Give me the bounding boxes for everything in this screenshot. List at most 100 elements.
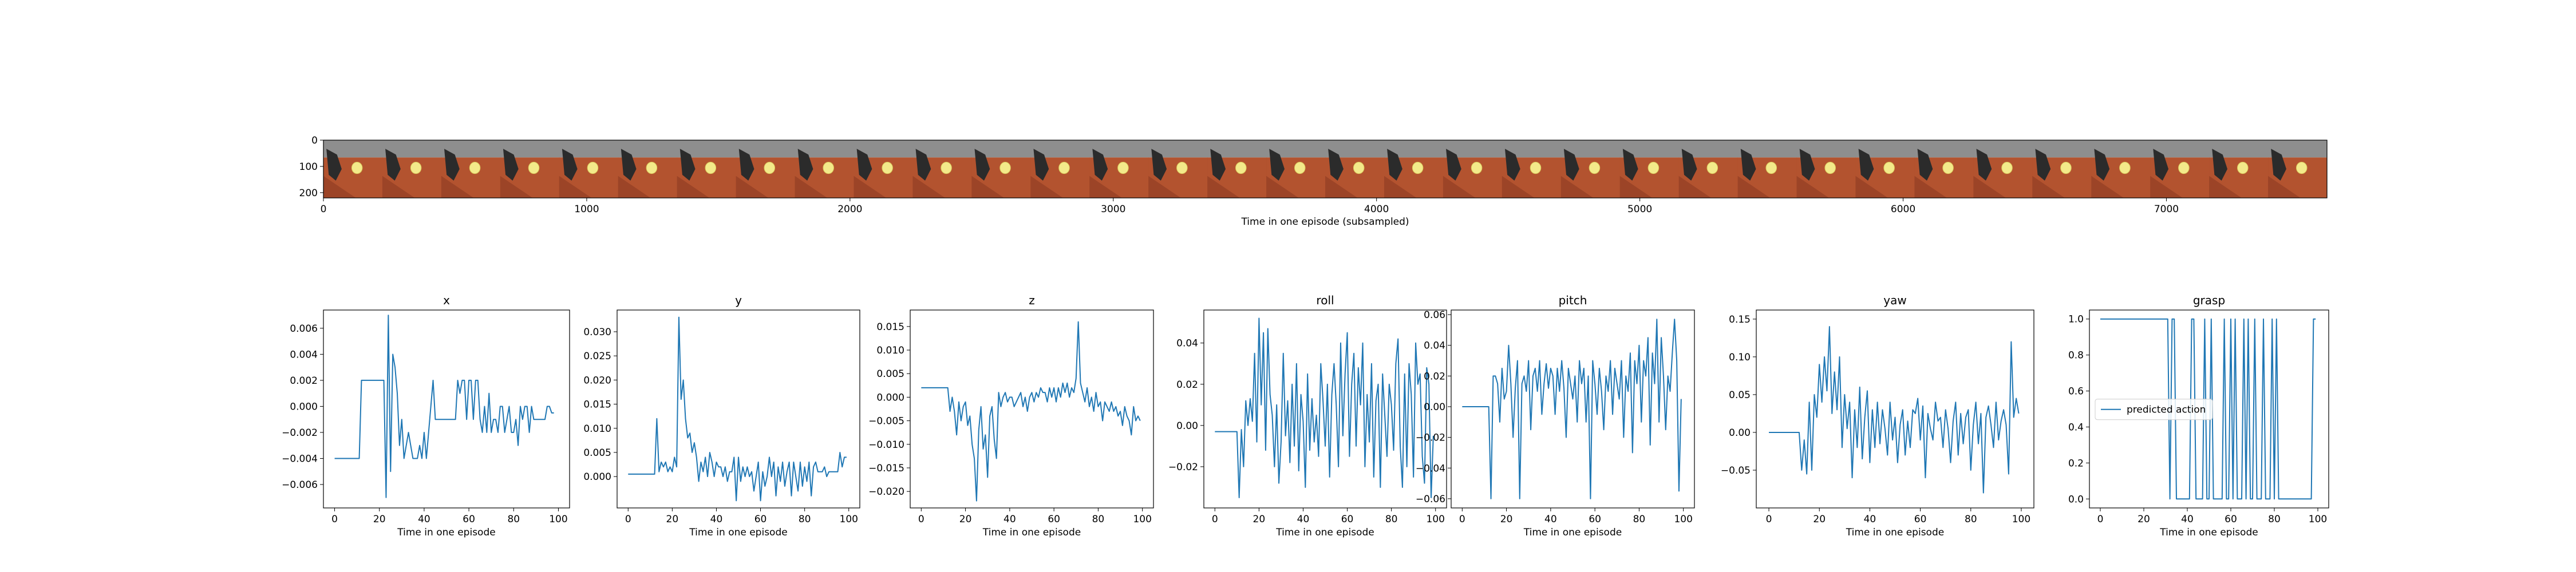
y-tick-label: 0.6 bbox=[2068, 386, 2084, 398]
x-tick-label: 40 bbox=[1864, 514, 1876, 525]
chart-x: x 0 20 40 60 80 100 −0.006 −0.004 −0.002 0.000 0.00… bbox=[282, 293, 570, 538]
filmstrip-x-axis-label: Time in one episode (subsampled) bbox=[1240, 216, 1409, 228]
y-tick-label: 0.015 bbox=[876, 321, 904, 333]
legend-label: predicted action bbox=[2127, 404, 2206, 416]
plot-frame bbox=[1203, 309, 1447, 509]
x-tick-label: 0 bbox=[1212, 514, 1218, 525]
x-tick-label: 0 bbox=[1766, 514, 1772, 525]
y-tick-label: −0.002 bbox=[282, 427, 318, 439]
y-tick-label: −0.02 bbox=[1168, 462, 1198, 473]
x-tick-label: 0 bbox=[2097, 514, 2104, 525]
chart-title: z bbox=[1029, 293, 1035, 307]
y-tick-label: 0.005 bbox=[876, 368, 904, 380]
target-object bbox=[1589, 161, 1601, 174]
frame-surface-shadow bbox=[2032, 176, 2065, 198]
gripper-arm bbox=[1210, 149, 1226, 181]
gripper-arm bbox=[856, 149, 872, 181]
x-tick-label: 60 bbox=[1589, 514, 1601, 525]
series-line bbox=[1215, 317, 1434, 498]
gripper-arm bbox=[1151, 149, 1167, 181]
x-tick-label: 60 bbox=[1341, 514, 1354, 525]
x-tick-label: 60 bbox=[463, 514, 475, 525]
target-object bbox=[528, 161, 540, 174]
y-tick-label: 0.04 bbox=[1176, 338, 1198, 349]
x-tick-label: 60 bbox=[1048, 514, 1060, 525]
series-line bbox=[921, 321, 1141, 502]
x-tick-label: 80 bbox=[1385, 514, 1398, 525]
filmstrip-frame bbox=[912, 140, 972, 198]
x-tick-label: 20 bbox=[373, 514, 386, 525]
gripper-arm bbox=[1740, 149, 1756, 181]
filmstrip-frame bbox=[971, 140, 1031, 198]
frame-surface-shadow bbox=[1619, 176, 1653, 198]
frame-surface-shadow bbox=[677, 176, 710, 198]
target-object bbox=[1353, 161, 1365, 174]
chart-title: x bbox=[443, 293, 450, 307]
target-object bbox=[1058, 161, 1070, 174]
filmstrip-y-tick-label: 0 bbox=[311, 135, 318, 146]
filmstrip-frame bbox=[795, 140, 854, 198]
filmstrip-frame bbox=[559, 140, 619, 198]
plot-frame bbox=[910, 309, 1154, 509]
filmstrip-frame bbox=[1443, 140, 1503, 198]
frame-surface-shadow bbox=[1089, 176, 1122, 198]
target-object bbox=[764, 161, 776, 174]
target-object bbox=[1942, 161, 1954, 174]
filmstrip-x-tick-label: 7000 bbox=[2154, 204, 2179, 215]
target-object bbox=[999, 161, 1011, 174]
y-tick-label: 0.006 bbox=[290, 323, 318, 335]
frame-surface-shadow bbox=[1560, 176, 1594, 198]
x-tick-label: 80 bbox=[507, 514, 520, 525]
frame-surface-shadow bbox=[1384, 176, 1417, 198]
series-line bbox=[628, 316, 847, 502]
frame-surface-shadow bbox=[854, 176, 887, 198]
y-tick-label: 0.02 bbox=[1424, 371, 1445, 382]
frame-surface-shadow bbox=[1678, 176, 1712, 198]
gripper-arm bbox=[1976, 149, 1992, 181]
action-charts: x0 20 40 60 80 100−0.006−0.004−0.0020.0000.00… bbox=[282, 293, 2329, 538]
filmstrip-frame bbox=[1737, 140, 1797, 198]
y-tick-label: 0.05 bbox=[1729, 390, 1751, 401]
x-tick-label: 100 bbox=[1427, 514, 1445, 525]
y-tick-label: 0.15 bbox=[1729, 314, 1751, 325]
chart-title: roll bbox=[1316, 293, 1334, 307]
x-tick-label: 40 bbox=[710, 514, 723, 525]
filmstrip-frame bbox=[1796, 140, 1856, 198]
chart-roll: roll 0 20 40 60 80 100 −0.02 0.00 0.02 0.04 Time in… bbox=[1168, 293, 1447, 538]
filmstrip-frame bbox=[500, 140, 560, 198]
x-tick-label: 40 bbox=[1297, 514, 1310, 525]
filmstrip-x-tick-label: 2000 bbox=[837, 204, 862, 215]
x-tick-label: 100 bbox=[2309, 514, 2327, 525]
gripper-arm bbox=[2212, 149, 2228, 181]
frame-surface-shadow bbox=[1207, 176, 1240, 198]
target-object bbox=[882, 161, 893, 174]
target-object bbox=[2237, 161, 2249, 174]
target-object bbox=[2178, 161, 2190, 174]
y-tick-label: 1.0 bbox=[2068, 314, 2084, 325]
target-object bbox=[2001, 161, 2013, 174]
x-tick-label: 60 bbox=[754, 514, 767, 525]
frame-surface-shadow bbox=[1855, 176, 1888, 198]
x-tick-label: 40 bbox=[1544, 514, 1557, 525]
y-tick-label: −0.04 bbox=[1416, 463, 1445, 474]
gripper-arm bbox=[679, 149, 696, 181]
target-object bbox=[1530, 161, 1542, 174]
frame-surface-shadow bbox=[2209, 176, 2242, 198]
y-tick-label: 0.0 bbox=[2068, 494, 2084, 505]
chart-y: y 0 20 40 60 80 100 0.000 0.005 0.010 0.015 0.020 0.… bbox=[583, 293, 860, 538]
chart-z: z 0 20 40 60 80 100 −0.020 −0.015 −0.010 −0.005 0.0… bbox=[868, 293, 1154, 538]
x-tick-label: 0 bbox=[1459, 514, 1465, 525]
x-tick-label: 40 bbox=[418, 514, 430, 525]
target-object bbox=[351, 161, 363, 174]
y-tick-label: 0.00 bbox=[1729, 427, 1751, 439]
gripper-arm bbox=[2271, 149, 2286, 181]
filmstrip-frame bbox=[1266, 140, 1326, 198]
filmstrip-frame bbox=[2032, 140, 2092, 198]
filmstrip-frame bbox=[2209, 140, 2269, 198]
target-object bbox=[1883, 161, 1895, 174]
frame-surface-shadow bbox=[971, 176, 1004, 198]
gripper-arm bbox=[385, 149, 401, 181]
gripper-arm bbox=[1681, 149, 1697, 181]
y-tick-label: 0.06 bbox=[1424, 309, 1445, 321]
